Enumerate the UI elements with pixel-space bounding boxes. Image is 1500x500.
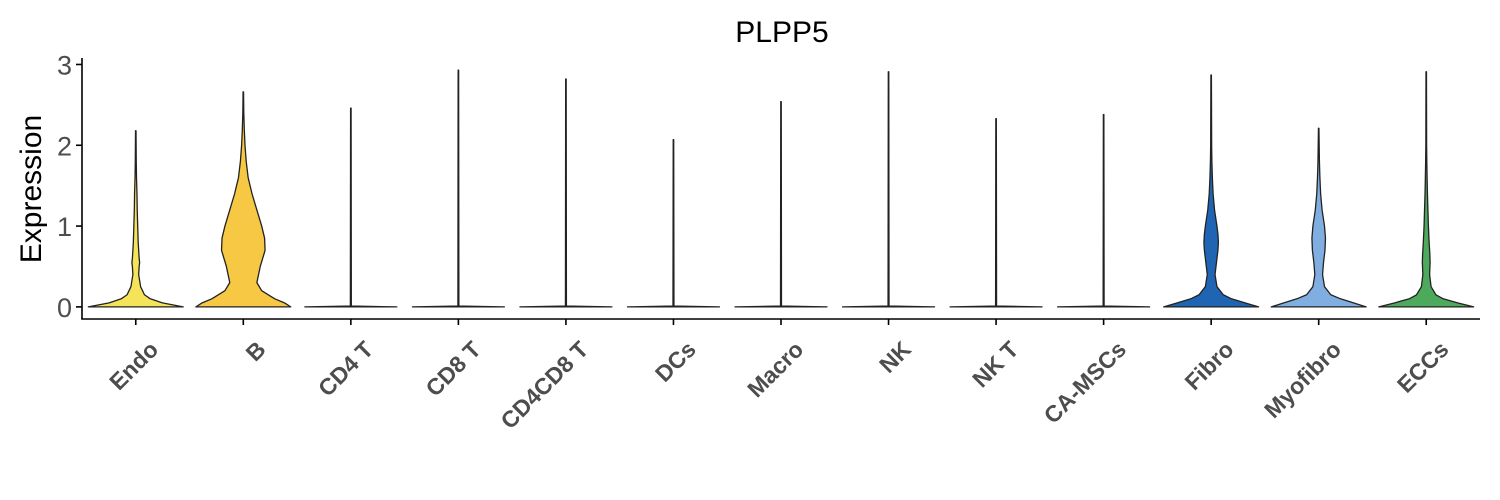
- x-tick-label-nk-t: NK T: [967, 336, 1023, 392]
- x-tick-label-myofibro: Myofibro: [1259, 336, 1346, 423]
- x-tick-label-cd4cd8-t: CD4CD8 T: [495, 336, 593, 434]
- y-axis-label: Expression: [15, 115, 48, 263]
- x-ticks: Endo B CD4 T CD8 T CD4CD8 T DCs Macro NK NK T CA-…: [104, 319, 1454, 434]
- violin-group: [87, 69, 1475, 308]
- y-tick-label: 3: [57, 50, 72, 80]
- x-tick-label-dcs: DCs: [650, 336, 701, 387]
- violin-eccs: [1378, 71, 1475, 308]
- violin-cd4cd8-t: [519, 78, 613, 308]
- x-tick-label-ca-mscs: CA-MSCs: [1039, 336, 1131, 428]
- violin-myofibro: [1270, 127, 1367, 308]
- violin-b: [195, 91, 292, 308]
- violin-endo: [87, 130, 184, 308]
- x-tick-label-endo: Endo: [104, 336, 163, 395]
- violin-ca-mscs: [1056, 113, 1151, 308]
- violin-fibro: [1163, 74, 1260, 308]
- x-tick-label-nk: NK: [874, 336, 916, 378]
- violin-nk-t: [949, 117, 1043, 308]
- violin-nk: [841, 71, 936, 308]
- y-tick-label: 2: [57, 131, 72, 161]
- x-tick-label-fibro: Fibro: [1180, 336, 1239, 395]
- x-tick-label-b: B: [241, 336, 271, 366]
- x-tick-label-eccs: ECCs: [1392, 336, 1454, 398]
- y-tick-label: 0: [57, 293, 72, 323]
- y-ticks: 0 1 2 3: [57, 50, 82, 323]
- violin-cd4-t: [304, 107, 398, 308]
- violin-dcs: [626, 138, 721, 308]
- chart-title: PLPP5: [735, 16, 828, 49]
- y-tick-label: 1: [57, 212, 72, 242]
- violin-cd8-t: [411, 69, 506, 308]
- violin-macro: [734, 100, 828, 308]
- x-tick-label-cd8-t: CD8 T: [420, 336, 485, 401]
- x-tick-label-cd4-t: CD4 T: [313, 336, 378, 401]
- x-tick-label-macro: Macro: [742, 336, 808, 402]
